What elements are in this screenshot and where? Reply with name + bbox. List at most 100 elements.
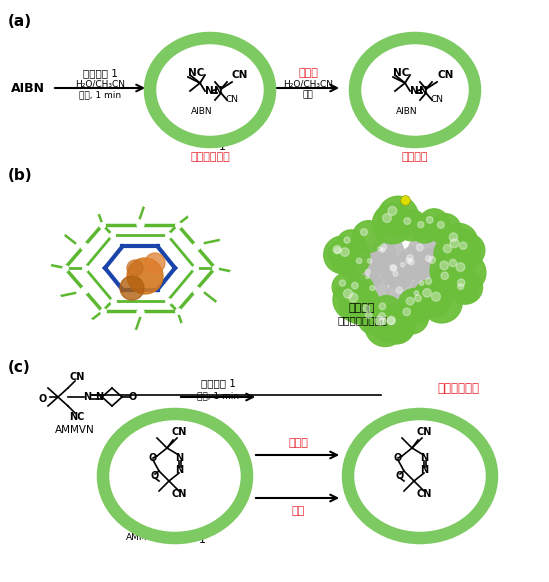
Text: N: N	[175, 465, 183, 475]
Circle shape	[324, 236, 361, 274]
Circle shape	[390, 265, 396, 271]
Circle shape	[378, 247, 382, 251]
Circle shape	[359, 263, 384, 288]
Circle shape	[349, 293, 358, 302]
Circle shape	[451, 277, 478, 304]
Circle shape	[331, 238, 370, 277]
Circle shape	[418, 222, 424, 228]
Circle shape	[414, 291, 419, 295]
Circle shape	[413, 279, 452, 318]
Text: CN: CN	[430, 95, 444, 105]
Circle shape	[432, 292, 440, 301]
Text: AIBN: AIBN	[396, 107, 418, 115]
Circle shape	[384, 258, 412, 286]
Circle shape	[403, 308, 411, 315]
Text: N: N	[175, 453, 183, 463]
Circle shape	[382, 257, 412, 288]
Circle shape	[429, 257, 435, 263]
Circle shape	[416, 244, 423, 251]
Text: 室温, 1 min: 室温, 1 min	[79, 90, 121, 100]
Circle shape	[343, 289, 352, 298]
Circle shape	[375, 316, 384, 325]
Text: 光照射: 光照射	[298, 68, 318, 78]
Circle shape	[419, 209, 450, 240]
Circle shape	[404, 218, 411, 225]
Text: O: O	[394, 453, 402, 463]
Circle shape	[418, 248, 447, 277]
Text: CN: CN	[226, 95, 238, 105]
Circle shape	[417, 270, 449, 301]
Circle shape	[406, 297, 414, 305]
Circle shape	[451, 233, 485, 267]
Circle shape	[363, 305, 369, 311]
Text: NC: NC	[393, 68, 410, 78]
Circle shape	[438, 222, 444, 228]
Circle shape	[423, 289, 432, 297]
Circle shape	[397, 289, 433, 324]
Circle shape	[425, 278, 432, 285]
Text: (a): (a)	[8, 14, 32, 29]
Text: AIBN: AIBN	[191, 107, 213, 115]
Circle shape	[427, 217, 433, 223]
Text: 1: 1	[199, 535, 205, 545]
Text: N: N	[420, 465, 428, 475]
Circle shape	[379, 318, 386, 325]
Text: 光照射: 光照射	[288, 438, 308, 448]
Circle shape	[361, 270, 379, 288]
Circle shape	[379, 303, 386, 310]
Circle shape	[387, 316, 395, 324]
Text: 加熱: 加熱	[292, 506, 305, 516]
Circle shape	[394, 300, 429, 334]
Circle shape	[127, 258, 163, 294]
Circle shape	[429, 214, 461, 245]
Circle shape	[434, 235, 471, 272]
Circle shape	[420, 248, 453, 282]
Text: O: O	[396, 471, 404, 481]
Text: (c): (c)	[8, 360, 31, 375]
Text: CN: CN	[437, 70, 453, 80]
Circle shape	[425, 255, 431, 261]
Text: N: N	[214, 86, 222, 96]
Circle shape	[458, 283, 463, 290]
Text: CN: CN	[232, 70, 248, 80]
Text: N: N	[205, 86, 214, 96]
Circle shape	[388, 207, 397, 215]
Text: O: O	[39, 394, 47, 404]
Text: （置換基は省略）: （置換基は省略）	[337, 315, 387, 325]
Circle shape	[380, 244, 386, 250]
Circle shape	[421, 282, 462, 323]
Circle shape	[449, 233, 458, 242]
Circle shape	[396, 287, 402, 293]
Circle shape	[372, 204, 413, 244]
Text: O: O	[149, 453, 157, 463]
Circle shape	[339, 280, 345, 286]
Circle shape	[440, 229, 480, 269]
Text: CN: CN	[416, 489, 432, 499]
Circle shape	[366, 312, 372, 318]
Text: 1: 1	[219, 142, 226, 152]
Text: CN: CN	[171, 489, 187, 499]
Text: 室温, 1 min: 室温, 1 min	[197, 392, 239, 400]
Text: H₂O/CH₃CN: H₂O/CH₃CN	[283, 80, 333, 88]
Text: CN: CN	[416, 427, 432, 437]
Circle shape	[391, 265, 397, 271]
Text: N: N	[419, 86, 427, 96]
Circle shape	[335, 247, 340, 253]
Circle shape	[358, 304, 388, 334]
Circle shape	[370, 285, 375, 290]
Circle shape	[460, 242, 467, 250]
Text: AMMVN: AMMVN	[55, 425, 95, 435]
Text: NC: NC	[69, 412, 85, 422]
Text: (b): (b)	[8, 168, 32, 183]
Circle shape	[120, 276, 144, 300]
Circle shape	[419, 281, 424, 285]
Text: CN: CN	[69, 372, 85, 382]
Circle shape	[361, 253, 384, 275]
Circle shape	[328, 241, 355, 268]
Circle shape	[356, 258, 362, 264]
Circle shape	[145, 253, 165, 273]
Bar	[275, 183, 540, 348]
Circle shape	[450, 239, 459, 248]
Circle shape	[379, 309, 412, 342]
Circle shape	[408, 236, 441, 269]
